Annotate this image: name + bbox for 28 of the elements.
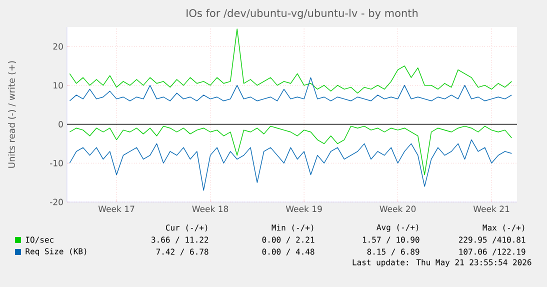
y-tick-label: -10 [50,160,63,166]
text: 3.66 / 11.22 [152,236,208,244]
x-tick-label: Week 17 [98,206,134,212]
legend-label: IO/sec [26,236,54,244]
y-axis-title: Units read (-) / write (+) [8,61,16,168]
x-tick-label: Week 21 [473,206,510,212]
x-tick-label: Week 20 [380,206,416,212]
text: 107.06 /122.19 [459,248,526,256]
line-series [69,77,512,102]
chart-title: IOs for /dev/ubuntu-vg/ubuntu-lv - by month [186,8,418,20]
y-tick-label: 20 [53,43,63,50]
text: 1.57 / 10.90 [362,236,420,244]
legend-label: Req Size (KB) [26,248,86,256]
text: 229.95 /410.81 [458,236,526,244]
text: Last update: Thu May 21 23:55:54 2026 [352,259,532,267]
y-tick-label: 0 [58,121,63,128]
text: 7.42 / 6.78 [156,248,208,256]
text: Cur (-/+) [166,224,208,232]
text: Min (-/+) [272,224,314,232]
text: 8.15 / 6.89 [367,248,420,256]
y-tick-label: -20 [50,198,63,206]
text: 0.00 / 4.48 [262,248,314,256]
x-tick-label: Week 19 [286,206,322,212]
text: 0.00 / 2.21 [262,236,314,244]
text: Avg (-/+) [376,224,418,232]
x-tick-label: Week 18 [192,206,228,212]
y-tick-label: 10 [54,82,63,89]
text: Max (-/+) [482,224,524,232]
